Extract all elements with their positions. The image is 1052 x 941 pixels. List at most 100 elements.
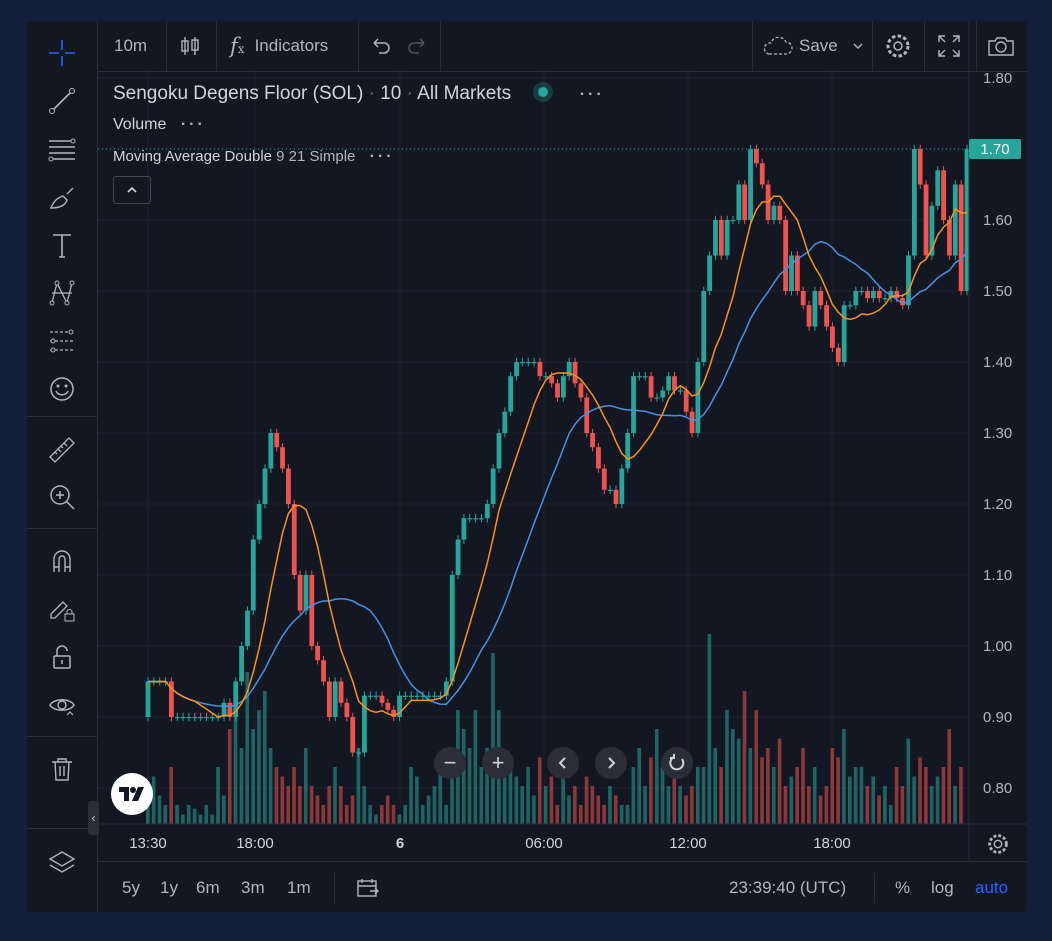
candle — [941, 170, 946, 220]
ma-legend[interactable]: Moving Average Double 9 21 Simple ··· — [113, 148, 395, 166]
volume-bar — [573, 786, 577, 824]
log-toggle[interactable]: log — [931, 862, 954, 912]
chevron-up-icon — [127, 186, 137, 193]
candle — [543, 376, 549, 378]
trend-line-icon[interactable] — [44, 83, 80, 119]
range-1m-button[interactable]: 1m — [287, 862, 311, 912]
text-tool-icon[interactable] — [44, 227, 80, 263]
candle — [625, 433, 631, 469]
candle — [584, 397, 590, 433]
range-6m-button[interactable]: 6m — [196, 862, 220, 912]
volume-bar — [848, 776, 852, 824]
volume-bar — [461, 729, 466, 824]
interval-button[interactable]: 10m — [114, 21, 147, 71]
tradingview-widget: ‹ 10m fx Indicators Save — [27, 21, 1027, 912]
undo-button[interactable] — [370, 21, 392, 71]
object-tree-icon[interactable] — [44, 845, 80, 881]
zoom-in-button[interactable]: + — [482, 747, 514, 779]
date-range-button[interactable] — [356, 862, 380, 912]
candle — [233, 681, 239, 717]
moving-average-lines — [148, 195, 968, 718]
candle — [198, 717, 204, 719]
more-icon[interactable]: ··· — [369, 148, 395, 165]
volume-bar — [760, 757, 764, 824]
volume-bar — [303, 748, 308, 824]
ruler-icon[interactable] — [44, 432, 80, 468]
candle — [297, 575, 303, 611]
volume-bar — [391, 805, 396, 824]
reset-chart-button[interactable] — [661, 747, 693, 779]
volume-bar — [280, 776, 285, 824]
volume-bar — [245, 672, 250, 824]
timezone-button[interactable]: 23:39:40 (UTC) — [729, 862, 846, 912]
volume-bar — [766, 748, 770, 824]
range-3m-button[interactable]: 3m — [241, 862, 265, 912]
undo-icon — [373, 38, 390, 54]
lock-drawing-icon[interactable] — [44, 591, 80, 627]
volume-bar — [420, 805, 425, 824]
candle — [642, 376, 648, 378]
price-chart[interactable]: 1.80 1.70 1.60 1.50 1.40 1.30 1.20 1.10 1.00 0.90… — [27, 21, 1027, 861]
indicators-button[interactable]: fx Indicators — [230, 21, 328, 71]
candle — [830, 326, 835, 348]
range-5y-button[interactable]: 5y — [122, 862, 140, 912]
scroll-left-button[interactable] — [547, 747, 579, 779]
price-tick-label: 0.80 — [983, 780, 1012, 797]
candle — [964, 149, 970, 291]
candle — [906, 255, 911, 306]
screenshot-button[interactable] — [986, 21, 1016, 71]
unlock-icon[interactable] — [44, 639, 80, 675]
candle — [332, 681, 338, 717]
candle — [601, 468, 607, 490]
fullscreen-button[interactable] — [936, 21, 962, 71]
magnet-icon[interactable] — [44, 543, 80, 579]
chart-type-button[interactable] — [178, 21, 202, 71]
save-button[interactable]: Save — [760, 21, 866, 71]
volume-bar — [877, 795, 881, 824]
trash-icon[interactable] — [44, 751, 80, 787]
axis-settings-button[interactable] — [985, 831, 1011, 857]
collapse-toolbar-handle[interactable]: ‹ — [88, 801, 99, 835]
fib-retracement-icon[interactable] — [44, 131, 80, 167]
auto-toggle[interactable]: auto — [975, 862, 1008, 912]
pattern-icon[interactable] — [44, 275, 80, 311]
candle — [262, 468, 268, 504]
crosshair-icon[interactable] — [44, 35, 80, 71]
brush-icon[interactable] — [44, 179, 80, 215]
candle — [911, 149, 917, 256]
tradingview-logo[interactable] — [111, 773, 153, 815]
volume-bar — [432, 786, 437, 824]
candle — [882, 298, 888, 300]
settings-button[interactable] — [884, 21, 912, 71]
prediction-measure-icon[interactable] — [44, 323, 80, 359]
more-icon[interactable]: ··· — [180, 116, 206, 133]
volume-bar — [198, 814, 203, 824]
candle — [677, 390, 683, 392]
candle — [947, 220, 952, 256]
redo-button[interactable] — [406, 21, 428, 71]
zoom-in-icon[interactable] — [44, 479, 80, 515]
candle — [800, 291, 806, 306]
volume-bar — [204, 805, 209, 824]
candle — [859, 291, 865, 293]
volume-bar — [643, 786, 647, 824]
volume-bar — [578, 805, 583, 824]
volume-bar — [286, 786, 290, 824]
scroll-right-button[interactable] — [595, 747, 627, 779]
zoom-out-button[interactable]: − — [434, 747, 466, 779]
ma-slow-line — [148, 240, 968, 708]
eye-icon[interactable] — [44, 687, 80, 723]
percent-toggle[interactable]: % — [895, 862, 910, 912]
candles — [145, 144, 970, 757]
range-1y-button[interactable]: 1y — [160, 862, 178, 912]
collapse-legend-button[interactable] — [113, 176, 151, 204]
symbol-legend[interactable]: Sengoku Degens Floor (SOL) · 10 · All Ma… — [113, 83, 605, 104]
volume-bar — [906, 738, 911, 824]
volume-legend[interactable]: Volume ··· — [113, 116, 206, 134]
candle — [619, 468, 625, 504]
emoji-icon[interactable] — [44, 371, 80, 407]
volume-bar — [736, 738, 741, 824]
more-icon[interactable]: ··· — [579, 86, 605, 103]
candle — [414, 695, 420, 697]
volume-bar — [257, 710, 261, 824]
